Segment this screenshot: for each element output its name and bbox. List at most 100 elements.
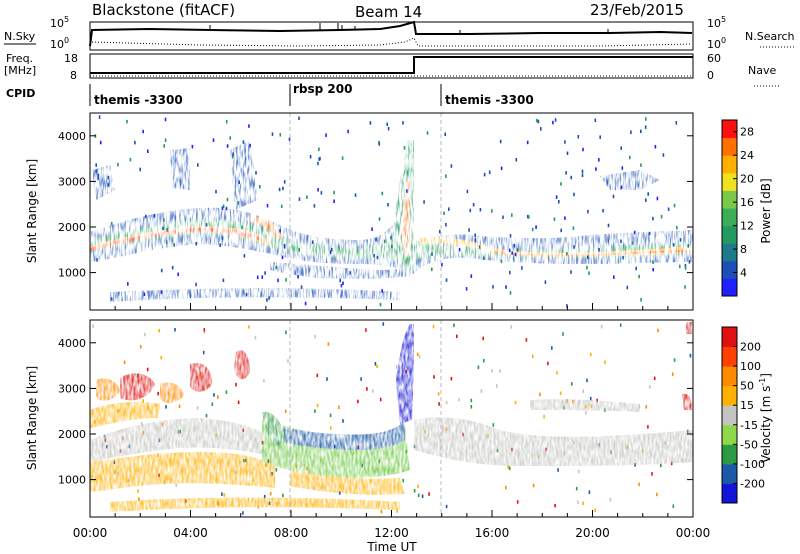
power-echo-speck (381, 289, 383, 293)
power-echo-speck (602, 209, 604, 213)
colorbar-tick-label: 16 (740, 196, 754, 209)
power-echo-speck (640, 163, 642, 167)
y-tick-label: 4000 (58, 337, 86, 350)
velocity-echo-speck (235, 382, 237, 387)
velocity-echo-speck (445, 504, 448, 509)
velocity-echo-speck (396, 509, 398, 513)
power-echo-speck (445, 223, 447, 227)
vel-right-red (682, 322, 692, 410)
power-echo-speck (684, 263, 687, 268)
power-echo-speck (285, 278, 287, 282)
power-echo-speck (621, 166, 624, 170)
power-echo-speck (264, 271, 266, 275)
colorbar-swatch (722, 346, 737, 367)
power-echo-speck (255, 171, 257, 175)
colorbar-tick-label: -50 (740, 438, 758, 451)
power-echo-speck (588, 271, 590, 275)
power-echo-speck (298, 116, 300, 120)
power-echo-speck (222, 278, 225, 283)
vel-green-dark (262, 411, 286, 448)
velocity-echo-speck (647, 425, 649, 429)
power-echo-speck (647, 192, 649, 196)
colorbar-tick-label: 28 (740, 126, 754, 139)
power-echo-speck (572, 226, 575, 230)
power-echo-speck (98, 115, 101, 119)
power-echo-speck (117, 162, 119, 167)
colorbar-swatch (722, 120, 737, 139)
velocity-echo-speck (619, 323, 622, 327)
power-echo-speck (652, 216, 654, 221)
colorbar-tick-label: 100 (740, 360, 761, 373)
colorbar-swatch (722, 243, 737, 262)
power-echo-speck (521, 266, 523, 270)
velocity-echo-speck (282, 493, 284, 498)
velocity-echo-speck (657, 328, 659, 333)
power-echo-speck (599, 135, 601, 139)
nave-label: Nave (748, 64, 776, 77)
y-tick-label: 1000 (58, 474, 86, 487)
power-echo-speck (225, 120, 228, 124)
power-echo-speck (191, 144, 194, 149)
power-echo-speck (500, 259, 503, 264)
velocity-echo-speck (456, 334, 458, 339)
velocity-echo-speck (596, 398, 598, 403)
power-echo-speck (560, 228, 562, 233)
colorbar-swatch (722, 260, 737, 279)
velocity-echo-speck (673, 358, 676, 362)
velocity-echo-speck (586, 378, 588, 383)
velocity-echo-speck (316, 403, 319, 408)
power-echo-speck (656, 196, 659, 201)
power-echo-speck (163, 144, 165, 148)
freq-tick-bottom: 8 (70, 69, 77, 82)
power-echo-speck (306, 195, 308, 199)
power-echo-speck (466, 189, 469, 194)
velocity-echo-speck (158, 328, 160, 333)
velocity-echo-speck (671, 372, 674, 376)
colorbar-swatch (722, 190, 737, 209)
power-echo-speck (297, 275, 299, 279)
power-echo-speck (341, 156, 344, 160)
power-echo-speck (271, 132, 274, 136)
velocity-echo-speck (141, 422, 143, 426)
power-echo-speck (684, 285, 686, 289)
velocity-echo-speck (588, 490, 591, 494)
power-echo-speck (444, 132, 446, 136)
velocity-echo-speck (329, 413, 332, 418)
power-echo-speck (95, 163, 97, 167)
velocity-echo-speck (165, 405, 167, 409)
colorbar-tick-label: 50 (740, 380, 754, 393)
power-echo-speck (403, 146, 406, 150)
power-echo-speck (378, 142, 381, 146)
velocity-echo-speck (338, 405, 340, 409)
colorbar-swatch (722, 137, 737, 156)
freq-tick-top: 18 (64, 52, 78, 65)
power-echo-speck (630, 130, 632, 134)
vel-red-blob-1 (120, 373, 155, 401)
y-tick-label: 2000 (58, 221, 86, 234)
x-tick-label: 08:00 (274, 526, 309, 540)
cpid-label: CPID (6, 87, 35, 100)
velocity-echo-speck (402, 478, 404, 483)
power-echo-speck (560, 182, 562, 186)
power-echo-speck (594, 118, 597, 122)
velocity-echo-speck (142, 399, 144, 403)
velocity-echo-speck (138, 497, 140, 501)
velocity-echo-speck (416, 352, 419, 357)
power-colorbar: 28 24 20 16 12 8 4 Power [dB] (721, 119, 773, 297)
power-echo-speck (431, 267, 433, 272)
colorbar-swatch (722, 405, 737, 426)
velocity-echo-speck (285, 330, 287, 335)
power-echo-speck (256, 275, 259, 280)
nsky-tick-bottom: 100 (50, 36, 69, 51)
power-echo-speck (212, 138, 215, 142)
velocity-echo-speck (223, 493, 226, 497)
velocity-echo-speck (649, 385, 651, 389)
power-echo-speck (554, 118, 557, 122)
velocity-echo-speck (175, 483, 177, 487)
velocity-echo-speck (582, 501, 584, 505)
velocity-echo-speck (144, 332, 146, 337)
power-echo-speck (528, 215, 530, 219)
power-echo-speck (564, 140, 566, 144)
velocity-echo-speck (539, 392, 541, 397)
